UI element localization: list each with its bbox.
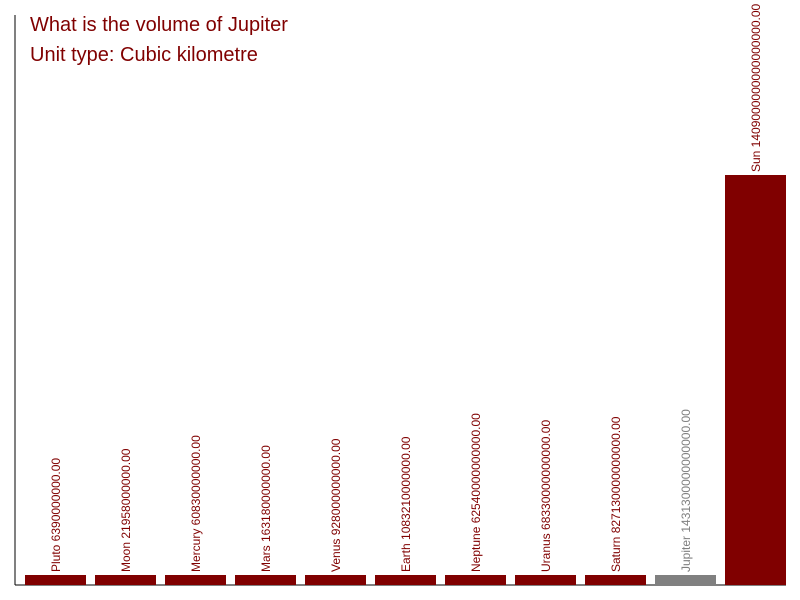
bar-label-pluto: Pluto 6390000000.00 (49, 458, 63, 572)
bar-label-moon: Moon 21958000000.00 (119, 448, 133, 572)
bar-label-jupiter: Jupiter 1431300000000000.00 (679, 409, 693, 572)
bar-label-sun: Sun 1409000000000000000.00 (749, 4, 763, 172)
bar-label-venus: Venus 928000000000.00 (329, 438, 343, 572)
bar-saturn (585, 575, 646, 585)
bar-earth (375, 575, 436, 585)
chart-title-block: What is the volume of Jupiter Unit type:… (30, 10, 288, 70)
bar-jupiter (655, 575, 716, 585)
bar-label-neptune: Neptune 62540000000000.00 (469, 413, 483, 572)
bar-moon (95, 575, 156, 585)
bar-venus (305, 575, 366, 585)
bar-uranus (515, 575, 576, 585)
bar-mercury (165, 575, 226, 585)
bar-label-mercury: Mercury 60830000000.00 (189, 435, 203, 572)
bar-mars (235, 575, 296, 585)
chart-title: What is the volume of Jupiter (30, 14, 288, 36)
bar-label-earth: Earth 1083210000000.00 (399, 436, 413, 572)
bar-label-mars: Mars 163180000000.00 (259, 445, 273, 572)
bar-label-uranus: Uranus 68330000000000.00 (539, 420, 553, 572)
bar-neptune (445, 575, 506, 585)
bar-label-saturn: Saturn 827130000000000.00 (609, 416, 623, 572)
bar-sun (725, 175, 786, 585)
bar-pluto (25, 575, 86, 585)
chart-subtitle: Unit type: Cubic kilometre (30, 44, 258, 66)
